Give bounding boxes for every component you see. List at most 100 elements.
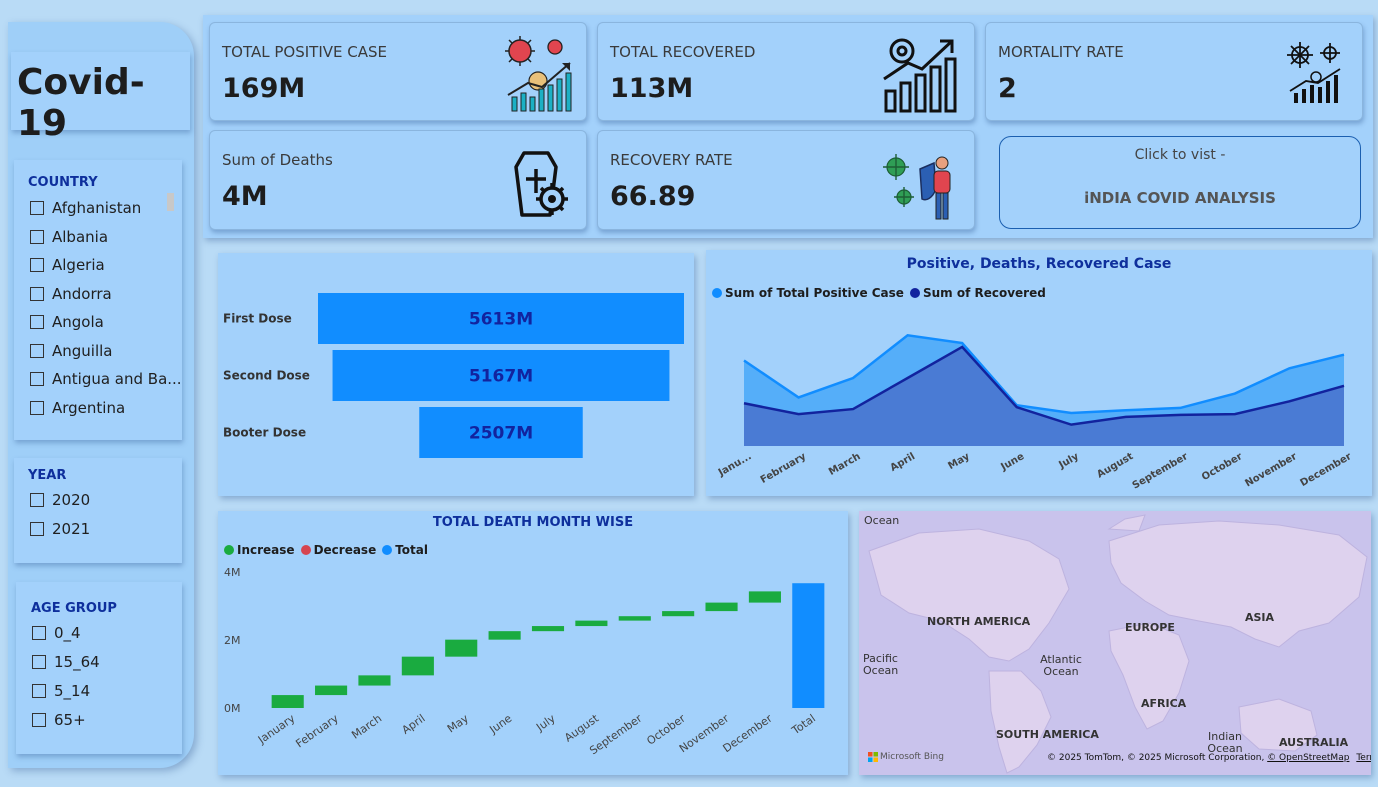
area-chart-title: Positive, Deaths, Recovered Case: [906, 256, 1172, 272]
checkbox[interactable]: [30, 522, 44, 536]
kpi-value: 2: [998, 73, 1017, 104]
area-x-tick-label: September: [1131, 451, 1190, 492]
country-option[interactable]: Afghanistan: [30, 197, 141, 219]
legend-item[interactable]: Decrease: [300, 543, 376, 557]
age-group-slicer-title: AGE GROUP: [31, 601, 117, 616]
funnel-value-label: 5613M: [469, 310, 533, 330]
waterfall-chart-title: TOTAL DEATH MONTH WISE: [432, 515, 634, 530]
waterfall-bar: [705, 602, 738, 612]
country-slicer-title: COUNTRY: [28, 175, 98, 190]
waterfall-bar: [748, 591, 781, 603]
map-attribution: © 2025 TomTom, © 2025 Microsoft Corporat…: [1047, 753, 1371, 763]
legend-item[interactable]: Sum of Total Positive Case: [712, 286, 904, 300]
age-group-option[interactable]: 15_64: [32, 651, 100, 673]
area-x-tick-label: July: [1056, 451, 1081, 472]
legend-item[interactable]: Sum of Recovered: [909, 286, 1046, 300]
link-card-title: iNDIA COVID ANALYSIS: [1084, 189, 1276, 207]
funnel-category-label: First Dose: [223, 312, 292, 326]
kpi-card-total-positive: TOTAL POSITIVE CASE 169M: [209, 22, 587, 121]
area-x-tick-label: February: [759, 451, 809, 486]
legend-item[interactable]: Total: [382, 543, 428, 557]
waterfall-y-tick-label: 4M: [224, 566, 241, 579]
waterfall-bar: [575, 620, 608, 627]
checkbox[interactable]: [30, 372, 44, 386]
waterfall-x-tick-label: January: [255, 712, 298, 747]
map-label: Pacific Ocean: [863, 652, 899, 677]
area-x-tick-label: October: [1200, 451, 1244, 483]
age-group-option[interactable]: 0_4: [32, 622, 81, 644]
funnel-bar: [318, 293, 684, 344]
kpi-label: TOTAL POSITIVE CASE: [222, 43, 387, 61]
kpi-card-total-recovered: TOTAL RECOVERED 113M: [597, 22, 975, 121]
map-label: NORTH AMERICA: [927, 615, 1031, 628]
openstreetmap-link[interactable]: © OpenStreetMap: [1267, 753, 1350, 763]
india-covid-analysis-link[interactable]: Click to vist - iNDIA COVID ANALYSIS: [999, 136, 1361, 229]
checkbox[interactable]: [30, 401, 44, 415]
age-group-slicer: AGE GROUP 0_4 15_64 5_14 65+: [16, 582, 182, 754]
waterfall-x-tick-label: July: [533, 712, 558, 735]
world-map[interactable]: Ocean NORTH AMERICA EUROPE ASIA Atlantic…: [859, 511, 1371, 775]
checkbox[interactable]: [32, 655, 46, 669]
country-option[interactable]: Andorra: [30, 283, 112, 305]
map-label: EUROPE: [1125, 621, 1175, 634]
waterfall-legend: Increase Decrease Total: [224, 543, 434, 557]
waterfall-bar: [445, 639, 478, 657]
age-group-option[interactable]: 65+: [32, 709, 86, 731]
legend-dot-icon: [909, 288, 920, 298]
year-option[interactable]: 2021: [30, 518, 90, 540]
kpi-card-sum-of-deaths: Sum of Deaths 4M: [209, 130, 587, 230]
checkbox[interactable]: [30, 493, 44, 507]
waterfall-bar: [271, 695, 304, 708]
funnel-category-label: Second Dose: [223, 369, 310, 383]
country-option[interactable]: Albania: [30, 226, 108, 248]
waterfall-bar: [792, 583, 825, 708]
year-slicer: YEAR 2020 2021: [14, 458, 182, 563]
checkbox[interactable]: [32, 626, 46, 640]
country-option[interactable]: Argentina: [30, 397, 125, 419]
map-label: Atlantic Ocean: [1040, 653, 1082, 678]
total-death-month-wise-waterfall-chart: TOTAL DEATH MONTH WISE Increase Decrease…: [218, 511, 848, 775]
country-option[interactable]: Algeria: [30, 254, 105, 276]
recovery-growth-chart-icon: [883, 38, 957, 113]
funnel-value-label: 2507M: [469, 424, 533, 444]
kpi-card-mortality-rate: MORTALITY RATE 2: [985, 22, 1363, 121]
waterfall-x-tick-label: December: [720, 712, 775, 756]
checkbox[interactable]: [30, 344, 44, 358]
waterfall-y-tick-label: 0M: [224, 702, 241, 715]
area-series-line: [743, 345, 1345, 426]
country-option[interactable]: Antigua and Ba...: [30, 368, 182, 390]
kpi-value: 66.89: [610, 181, 696, 212]
map-label: AFRICA: [1141, 697, 1187, 710]
waterfall-bar: [315, 685, 348, 696]
checkbox[interactable]: [32, 684, 46, 698]
vaccine-dose-funnel-chart: First Dose 5613M Second Dose 5167M Booter Do…: [218, 253, 694, 496]
coffin-virus-icon: [514, 151, 568, 217]
waterfall-bar: [662, 611, 695, 617]
year-option[interactable]: 2020: [30, 489, 90, 511]
funnel-bar: [332, 350, 670, 401]
country-option[interactable]: Anguilla: [30, 340, 113, 362]
waterfall-bar: [531, 626, 565, 632]
area-x-tick-label: March: [827, 451, 863, 478]
world-map-land-svg: [859, 511, 1371, 775]
checkbox[interactable]: [30, 201, 44, 215]
positive-deaths-recovered-area-chart: Positive, Deaths, Recovered Case Sum of …: [706, 250, 1372, 496]
legend-item[interactable]: Increase: [224, 543, 295, 557]
map-label: Ocean: [864, 514, 900, 527]
checkbox[interactable]: [32, 713, 46, 727]
checkbox[interactable]: [30, 287, 44, 301]
page-title: Covid-19: [17, 62, 145, 144]
checkbox[interactable]: [30, 315, 44, 329]
checkbox[interactable]: [30, 258, 44, 272]
person-shield-virus-icon: [883, 154, 951, 220]
country-option[interactable]: Angola: [30, 311, 104, 333]
waterfall-bar: [488, 631, 521, 640]
age-group-option[interactable]: 5_14: [32, 680, 90, 702]
waterfall-x-tick-label: April: [400, 712, 428, 737]
checkbox[interactable]: [30, 230, 44, 244]
terms-link[interactable]: Terms: [1356, 753, 1371, 763]
funnel-chart-svg: First Dose 5613M Second Dose 5167M Booter Do…: [223, 293, 684, 458]
country-slicer-scrollbar[interactable]: [167, 193, 174, 211]
microsoft-logo-icon: [868, 752, 878, 762]
kpi-label: MORTALITY RATE: [998, 43, 1124, 61]
